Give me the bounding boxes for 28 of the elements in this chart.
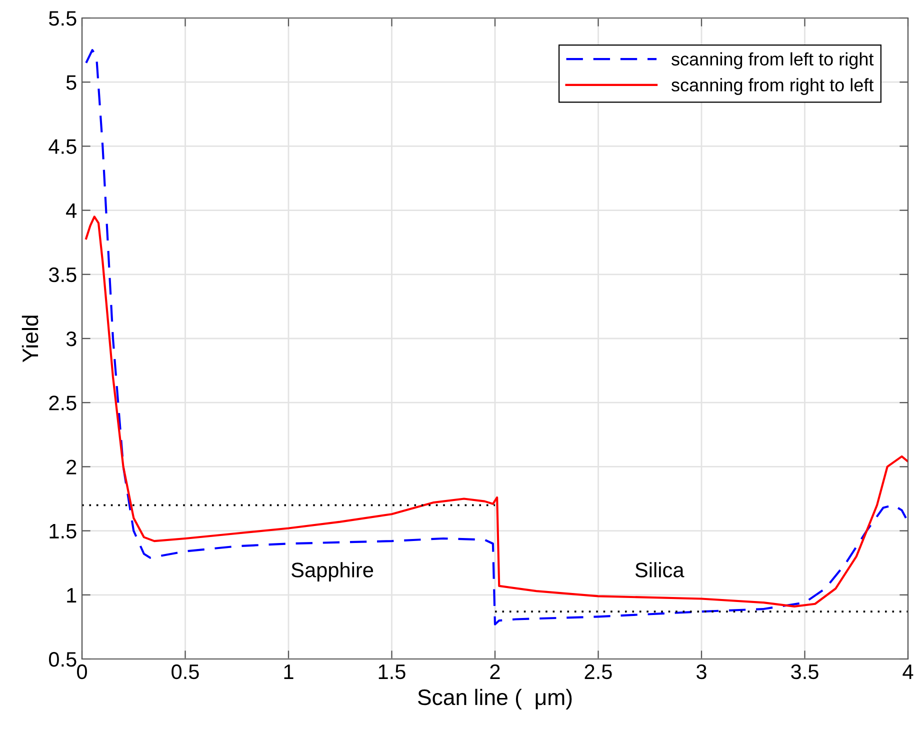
y-tick-label: 0.5 xyxy=(48,652,76,667)
y-tick-label: 4 xyxy=(66,204,77,218)
x-tick-label: 3 xyxy=(696,664,706,680)
y-tick-label: 4.5 xyxy=(48,139,76,154)
y-tick-label: 1 xyxy=(67,588,76,602)
y-tick-label: 1.5 xyxy=(50,524,76,539)
annotation: Silica xyxy=(635,562,684,578)
x-axis-title: Scan line ( μm) xyxy=(418,688,572,710)
x-tick-label: 4 xyxy=(902,664,914,679)
x-tick-label: 1 xyxy=(284,664,294,679)
x-tick-label: 1.5 xyxy=(378,664,406,680)
annotation: Sapphire xyxy=(292,562,374,582)
x-tick-label: 0 xyxy=(77,664,87,680)
line-series xyxy=(85,216,908,608)
y-tick-label: 5 xyxy=(66,75,76,90)
x-tick-label: 2.5 xyxy=(584,664,612,680)
y-tick-label: 3.5 xyxy=(48,267,76,282)
y-tick-label: 2 xyxy=(66,460,76,474)
x-tick-label: 3.5 xyxy=(791,664,818,680)
line-series xyxy=(85,49,907,626)
x-tick-label: 0.5 xyxy=(172,664,199,680)
y-tick-label: 2.5 xyxy=(49,396,76,410)
x-tick-label: 2 xyxy=(490,664,500,679)
legend-label: scanning from right to left xyxy=(671,78,874,95)
y-tick-label: 3 xyxy=(66,332,76,346)
y-axis-title: Yield xyxy=(22,316,38,362)
y-tick-label: 5.5 xyxy=(49,11,76,26)
legend-label: scanning from left to right xyxy=(671,52,874,70)
